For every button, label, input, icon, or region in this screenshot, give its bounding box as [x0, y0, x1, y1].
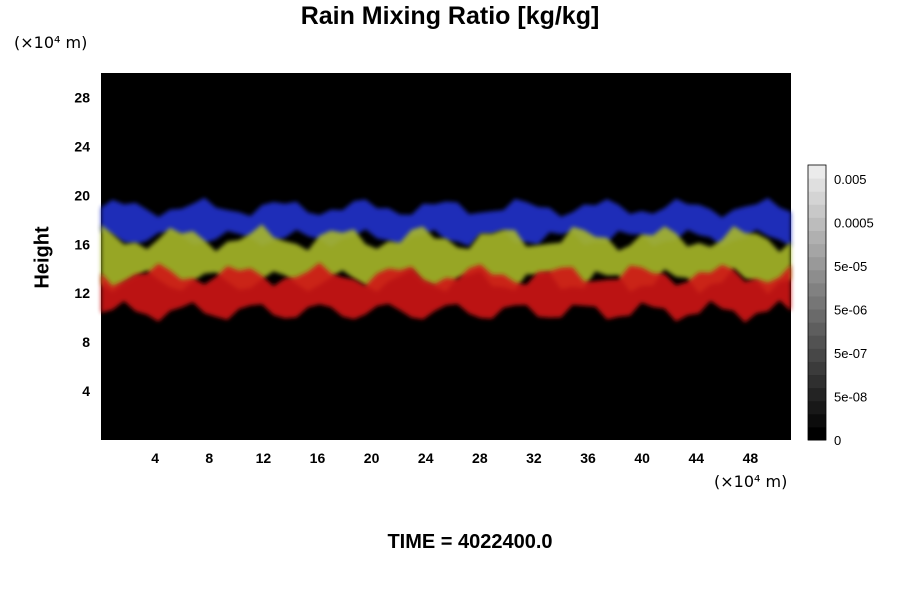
colorbar-swatch	[808, 204, 826, 218]
x-tick-label: 44	[689, 450, 705, 466]
y-tick-label: 4	[82, 383, 90, 399]
colorbar-swatch	[808, 426, 826, 441]
x-tick-label: 36	[580, 450, 596, 466]
rain-layer	[101, 262, 791, 323]
x-tick-label: 16	[310, 450, 326, 466]
x-axis-unit: (×10⁴ m)	[714, 472, 788, 491]
colorbar-swatch	[808, 400, 826, 415]
colorbar-tick-label: 5e-07	[834, 346, 867, 361]
colorbar-tick-label: 5e-08	[834, 390, 867, 405]
x-tick-label: 12	[256, 450, 272, 466]
colorbar-frame	[807, 164, 827, 441]
y-tick-label: 28	[74, 89, 90, 105]
colorbar-swatch	[808, 256, 826, 271]
colorbar-swatch	[808, 387, 826, 402]
colorbar-tick-label: 0.0005	[834, 216, 874, 231]
colorbar-swatch	[808, 374, 826, 389]
x-tick-label: 32	[526, 450, 542, 466]
colorbar-tick-label: 0.005	[834, 172, 867, 187]
colorbar-swatch	[808, 269, 826, 284]
colorbar-swatch	[808, 282, 826, 297]
colorbar-swatch	[808, 335, 826, 349]
rain-layer	[101, 197, 791, 247]
colorbar-swatch	[808, 243, 826, 258]
x-tick-label: 48	[743, 450, 759, 466]
y-tick-label: 16	[74, 236, 90, 252]
colorbar-tick-label: 0	[834, 433, 841, 448]
colorbar-swatch	[808, 322, 826, 336]
x-tick-label: 20	[364, 450, 380, 466]
colorbar-swatch	[808, 217, 826, 231]
colorbar-swatch	[808, 309, 826, 323]
y-axis-unit: (×10⁴ m)	[14, 33, 88, 52]
colorbar-swatch	[808, 295, 826, 310]
y-tick-label: 20	[74, 187, 90, 203]
y-tick-label: 8	[82, 334, 90, 350]
rain-layers	[101, 197, 791, 323]
y-axis: 4 8 12 16 20 24 28	[74, 89, 90, 399]
chart-title: Rain Mixing Ratio [kg/kg]	[300, 2, 600, 30]
colorbar-tick-label: 5e-05	[834, 259, 867, 274]
colorbar-swatch	[808, 348, 826, 362]
x-axis: 4 8 12 16 20 24 28 32 36 40 44 48	[151, 450, 758, 466]
y-tick-label: 24	[74, 138, 90, 154]
x-tick-label: 8	[205, 450, 213, 466]
time-label: TIME = 4022400.0	[387, 531, 553, 553]
x-tick-label: 40	[634, 450, 650, 466]
colorbar-swatch	[808, 230, 826, 245]
x-tick-label: 24	[418, 450, 434, 466]
colorbar-swatch	[808, 413, 826, 428]
rain-layer	[101, 224, 791, 294]
colorbar: 0.005 0.0005 5e-05 5e-06 5e-07 5e-08 0	[807, 164, 874, 448]
colorbar-swatch	[808, 361, 826, 376]
colorbar-swatch	[808, 165, 826, 179]
colorbar-swatch	[808, 191, 826, 205]
x-tick-label: 28	[472, 450, 488, 466]
colorbar-swatch	[808, 178, 826, 192]
y-tick-label: 12	[74, 285, 90, 301]
x-tick-label: 4	[151, 450, 159, 466]
colorbar-tick-label: 5e-06	[834, 303, 867, 318]
